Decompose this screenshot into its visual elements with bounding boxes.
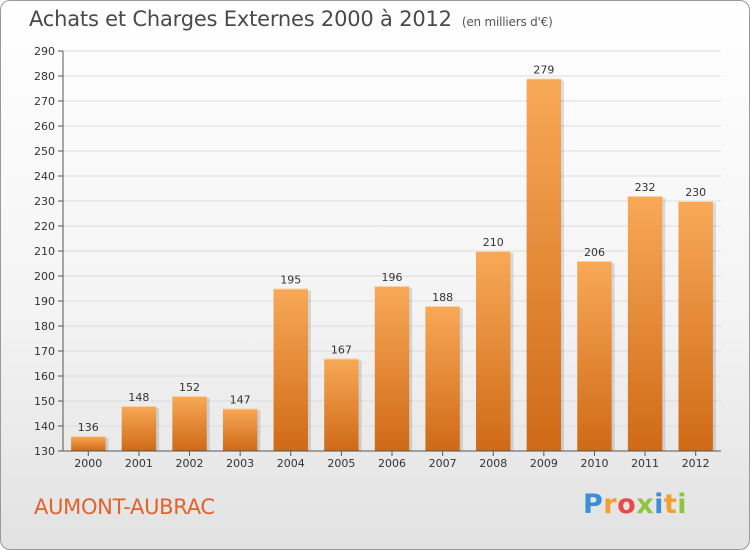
bar-2001 [121,406,157,451]
x-tick-label-2008: 2008 [479,457,507,470]
y-tick-label: 130 [34,445,55,458]
chart-subtitle: (en milliers d'€) [461,15,553,29]
x-tick-label-2000: 2000 [74,457,102,470]
bar-2012 [678,201,713,451]
y-tick-label: 270 [34,95,55,108]
x-tick-label-2004: 2004 [277,457,305,470]
y-tick-label: 140 [34,420,55,433]
y-tick-label: 210 [34,245,55,258]
bars [71,78,716,451]
bar-2004 [273,288,308,451]
x-tick-label-2006: 2006 [378,457,406,470]
bar-2003 [222,408,258,451]
y-tick-label: 150 [34,395,55,408]
axes [58,50,721,456]
data-label-2010: 206 [584,246,605,259]
data-label-2004: 195 [280,274,301,287]
x-tick-label-2007: 2007 [429,457,457,470]
y-tick-label: 190 [34,295,55,308]
bar-2009 [526,78,562,451]
bar-2008 [476,251,511,451]
x-tick-label-2005: 2005 [327,457,355,470]
y-tick-label: 220 [34,220,55,233]
bar-2005 [324,358,359,451]
bar-2011 [627,196,663,451]
x-tick-label-2002: 2002 [176,457,204,470]
x-tick-label-2003: 2003 [226,457,254,470]
x-tick-label-2010: 2010 [580,457,608,470]
data-label-2000: 136 [78,421,99,434]
bar-2007 [425,306,460,451]
y-tick-label: 260 [34,120,55,133]
data-label-2012: 230 [685,186,706,199]
y-tick-label: 170 [34,345,55,358]
data-label-2003: 147 [230,394,251,407]
chart-title: Achats et Charges Externes 2000 à 2012 (e… [29,7,553,31]
y-tick-label: 240 [34,170,55,183]
y-tick-label: 290 [34,45,55,58]
y-tick-label: 230 [34,195,55,208]
x-tick-label-2009: 2009 [530,457,558,470]
bar-2010 [577,261,612,451]
data-label-2009: 279 [533,64,554,77]
data-label-2008: 210 [483,236,504,249]
x-tick-label-2012: 2012 [682,457,710,470]
data-label-2006: 196 [382,271,403,284]
y-tick-label: 200 [34,270,55,283]
x-tick-label-2001: 2001 [125,457,153,470]
y-tick-label: 180 [34,320,55,333]
city-name: AUMONT-AUBRAC [34,495,215,519]
y-tick-label: 250 [34,145,55,158]
labels: 130 140 150 160 170 180 190 200 210 220 230 240 250 2… [34,45,710,470]
x-tick-label-2011: 2011 [631,457,659,470]
proxiti-logo[interactable]: Proxiti [583,489,688,520]
data-label-2011: 232 [635,181,656,194]
data-label-2002: 152 [179,381,200,394]
data-label-2007: 188 [432,291,453,304]
bar-2000 [71,436,106,451]
chart-title-text: Achats et Charges Externes 2000 à 2012 [29,7,452,31]
bar-2002 [172,396,207,451]
data-label-2005: 167 [331,344,352,357]
data-label-2001: 148 [128,391,149,404]
y-tick-label: 280 [34,70,55,83]
bar-2006 [374,286,410,451]
y-tick-label: 160 [34,370,55,383]
